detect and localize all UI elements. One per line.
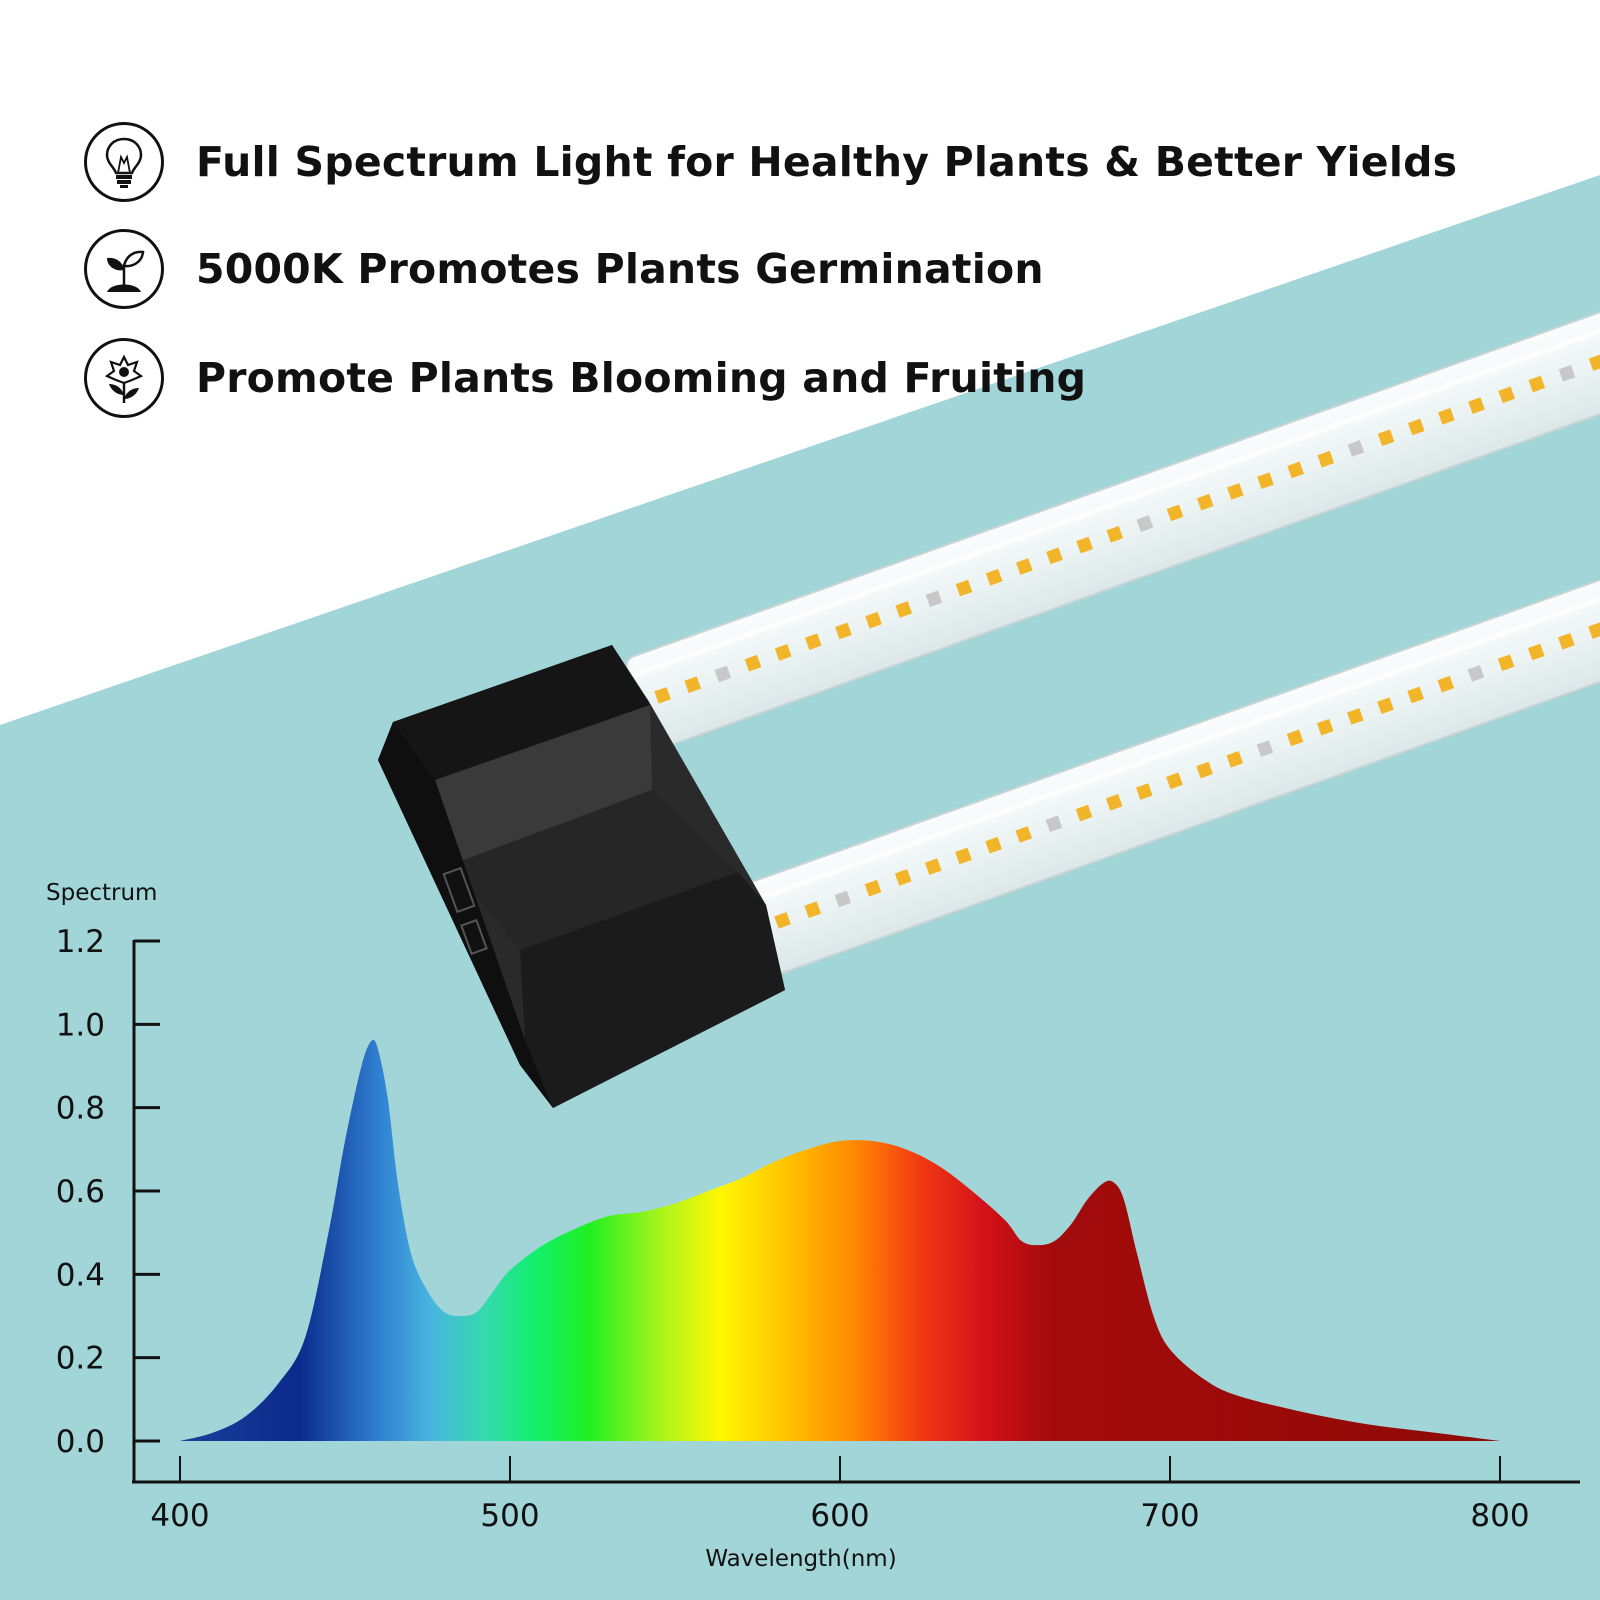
- led-chip: [955, 847, 972, 865]
- led-chip: [895, 601, 913, 618]
- x-tick-label: 600: [810, 1498, 869, 1534]
- led-chip: [834, 890, 852, 908]
- spectrum-area: [180, 1039, 1500, 1441]
- y-tick-label: 0.2: [56, 1341, 105, 1377]
- led-chip: [985, 836, 1002, 854]
- led-chip: [985, 568, 1003, 586]
- led-chip: [1257, 472, 1274, 489]
- led-chip: [1075, 804, 1093, 822]
- led-chip: [925, 590, 943, 608]
- y-tick-label: 1.0: [56, 1007, 105, 1043]
- led-chip: [1046, 547, 1063, 565]
- led-chip: [1136, 783, 1153, 800]
- feature-germination: 5000K Promotes Plants Germination: [84, 227, 1044, 311]
- controller-housing: [378, 645, 785, 1108]
- led-chip: [1076, 536, 1093, 554]
- led-chip: [1016, 558, 1033, 575]
- light-bulb-icon: [84, 122, 164, 202]
- led-chip: [1136, 515, 1154, 532]
- led-chip: [955, 579, 973, 597]
- led-chip: [1558, 632, 1575, 650]
- led-chip: [684, 676, 702, 693]
- x-tick-label: 800: [1470, 1498, 1529, 1534]
- led-chip: [1377, 429, 1395, 447]
- led-chip: [894, 869, 912, 886]
- feature-text: Full Spectrum Light for Healthy Plants &…: [196, 138, 1458, 186]
- led-chip: [1317, 450, 1335, 468]
- led-chip: [1166, 504, 1184, 522]
- x-tick-label: 400: [150, 1498, 209, 1534]
- led-chip: [1287, 461, 1304, 479]
- led-chip: [1497, 654, 1515, 672]
- led-chip: [714, 665, 732, 683]
- y-tick-label: 1.2: [56, 924, 105, 960]
- led-chip: [1347, 708, 1364, 725]
- y-axis-title: Spectrum: [46, 880, 157, 906]
- power-switch: [442, 866, 476, 914]
- led-chip: [1407, 418, 1425, 436]
- led-chip: [1015, 826, 1033, 843]
- led-chip: [744, 654, 762, 672]
- upper-led-tube: [625, 309, 1600, 749]
- led-chip: [1045, 815, 1063, 833]
- x-tick-label: 500: [480, 1498, 539, 1534]
- led-chip: [805, 633, 822, 650]
- led-chip: [1377, 697, 1394, 714]
- led-chip: [1407, 686, 1424, 704]
- feature-text: Promote Plants Blooming and Fruiting: [196, 354, 1087, 402]
- led-chip: [1226, 751, 1244, 768]
- led-chip: [1256, 740, 1274, 757]
- led-chip: [1106, 526, 1124, 543]
- lower-led-tube: [745, 567, 1600, 974]
- led-chip: [1528, 375, 1546, 393]
- led-chip: [835, 622, 852, 640]
- led-chip: [865, 611, 882, 629]
- led-chip: [925, 858, 942, 875]
- led-chip: [774, 912, 791, 929]
- led-chip: [1588, 354, 1600, 371]
- led-chip: [774, 644, 792, 661]
- led-chip: [1286, 729, 1304, 747]
- feature-full-spectrum: Full Spectrum Light for Healthy Plants &…: [84, 120, 1457, 204]
- control-port: [460, 918, 488, 956]
- x-tick-label: 700: [1140, 1498, 1199, 1534]
- y-tick-label: 0.0: [56, 1424, 105, 1460]
- led-chip: [1196, 493, 1214, 511]
- led-chip: [1227, 483, 1244, 500]
- led-chip: [654, 687, 671, 704]
- led-chip: [1498, 386, 1515, 404]
- led-chip: [1347, 440, 1365, 457]
- feature-blooming: Promote Plants Blooming and Fruiting: [84, 336, 1086, 420]
- led-chip: [1105, 793, 1123, 811]
- led-chip: [1467, 665, 1485, 682]
- led-chip: [1588, 622, 1600, 639]
- led-chip: [1196, 761, 1213, 779]
- led-chip: [1438, 407, 1455, 425]
- y-tick-label: 0.8: [56, 1091, 105, 1127]
- x-axis-title: Wavelength(nm): [705, 1546, 896, 1572]
- led-chip: [804, 901, 822, 918]
- led-chip: [1316, 718, 1334, 736]
- flower-icon: [84, 338, 164, 418]
- y-tick-label: 0.4: [56, 1257, 105, 1293]
- led-chip: [1437, 675, 1455, 693]
- led-chip: [1558, 365, 1576, 382]
- led-chip: [1527, 643, 1545, 661]
- y-tick-label: 0.6: [56, 1174, 105, 1210]
- led-chip: [1166, 772, 1183, 790]
- led-chip: [1468, 397, 1485, 414]
- feature-text: 5000K Promotes Plants Germination: [196, 245, 1044, 293]
- led-chip: [864, 879, 882, 897]
- sprout-icon: [84, 229, 164, 309]
